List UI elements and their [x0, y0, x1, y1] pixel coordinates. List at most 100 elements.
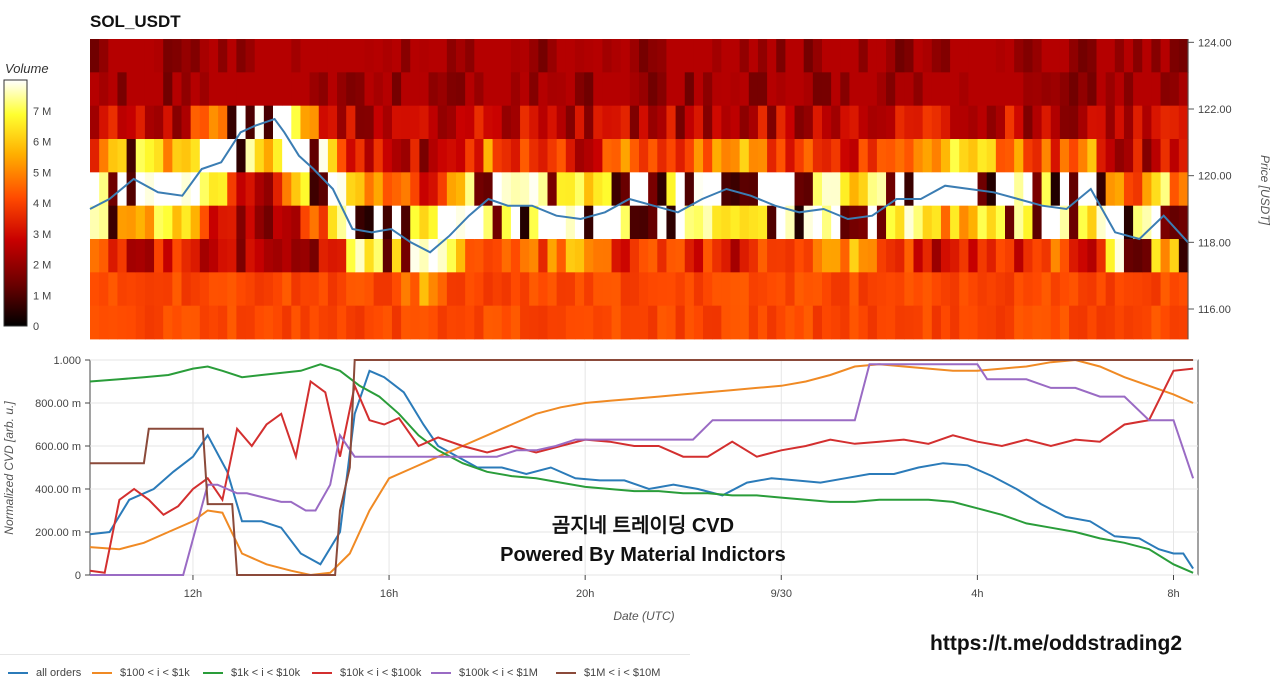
heatmap-cell — [510, 205, 521, 240]
legend-item[interactable]: $10k < i < $100k — [312, 667, 421, 679]
heatmap-cell — [1105, 139, 1116, 173]
heatmap-cell — [794, 139, 805, 173]
heatmap-cell — [730, 272, 741, 307]
heatmap-cell — [812, 239, 823, 273]
heatmap-cell — [950, 239, 960, 273]
heatmap-cell — [154, 139, 164, 173]
watermark: 곰지네 트레이딩 CVD Powered By Material Indicto… — [448, 512, 838, 570]
heatmap-cell — [986, 305, 997, 340]
heatmap-cell — [1160, 139, 1171, 173]
heatmap-cell — [931, 39, 942, 73]
heatmap-cell — [190, 305, 201, 340]
heatmap-cell — [940, 139, 951, 173]
heatmap-cell — [391, 39, 402, 73]
heatmap-cell — [135, 239, 146, 273]
legend-item[interactable]: $100k < i < $1M — [431, 667, 538, 679]
heatmap-cell — [684, 139, 695, 173]
legend-item[interactable]: all orders — [8, 667, 81, 679]
heatmap-cell — [666, 305, 677, 340]
heatmap-cell — [639, 272, 649, 307]
heatmap-cell — [492, 239, 503, 273]
heatmap-cell — [913, 105, 924, 140]
heatmap-cell — [886, 239, 896, 273]
heatmap-cell — [584, 305, 594, 340]
heatmap-cell — [154, 205, 164, 240]
heatmap-cell — [593, 39, 603, 73]
heatmap-cell — [831, 72, 841, 107]
heatmap-cell — [611, 172, 622, 207]
heatmap-cell — [968, 139, 979, 173]
heatmap-cell — [611, 239, 622, 273]
heatmap-cell — [1005, 139, 1015, 173]
heatmap-cell — [757, 39, 768, 73]
heatmap-cell — [419, 305, 430, 340]
heatmap-cell — [227, 272, 237, 307]
heatmap-cell — [373, 172, 384, 207]
heatmap-cell — [556, 39, 567, 73]
heatmap-cell — [959, 305, 969, 340]
heatmap-cell — [126, 205, 137, 240]
heatmap-cell — [373, 39, 384, 73]
heatmap-cell — [712, 39, 722, 73]
heatmap-cell — [593, 305, 603, 340]
heatmap-cell — [401, 172, 411, 207]
heatmap-cell — [931, 305, 942, 340]
heatmap-cell — [693, 72, 704, 107]
heatmap-cell — [620, 205, 631, 240]
heatmap-cell — [428, 272, 439, 307]
heatmap-cell — [959, 272, 969, 307]
heatmap-cell — [721, 305, 732, 340]
heatmap-cell — [1050, 272, 1061, 307]
heatmap-cell — [1041, 272, 1052, 307]
heatmap-cell — [767, 239, 777, 273]
heatmap-cell — [382, 172, 393, 207]
heatmap-cell — [327, 305, 338, 340]
heatmap-cell — [684, 272, 695, 307]
heatmap-cell — [977, 72, 988, 107]
telegram-link[interactable]: https://t.me/oddstrading2 — [930, 632, 1182, 655]
heatmap-cell — [1087, 305, 1098, 340]
heatmap-cell — [437, 139, 448, 173]
heatmap-cell — [666, 172, 677, 207]
cvd-y-axis-title: Normalized CVD [arb. u.] — [2, 401, 16, 535]
legend-item[interactable]: $100 < i < $1k — [92, 667, 190, 679]
heatmap-cell — [391, 272, 402, 307]
heatmap-cell — [648, 139, 658, 173]
heatmap-cell — [181, 139, 192, 173]
heatmap-cell — [803, 172, 814, 207]
heatmap-cell — [693, 272, 704, 307]
cvd-series-line — [89, 367, 1194, 574]
heatmap-cell — [639, 305, 649, 340]
heatmap-cell — [822, 139, 832, 173]
heatmap-cell — [529, 272, 539, 307]
legend-item[interactable]: $1k < i < $10k — [203, 667, 300, 679]
heatmap-cell — [620, 239, 631, 273]
heatmap-cell — [620, 305, 631, 340]
heatmap-cell — [291, 172, 302, 207]
heatmap-cell — [648, 272, 658, 307]
heatmap-cell — [1014, 205, 1024, 240]
volume-colorbar-label: Volume — [5, 61, 49, 76]
heatmap-cell — [190, 172, 201, 207]
heatmap-cell — [300, 172, 311, 207]
heatmap-cell — [236, 205, 247, 240]
heatmap-cell — [282, 72, 292, 107]
heatmap-cell — [99, 72, 109, 107]
heatmap-cell — [648, 39, 658, 73]
cvd-y-tick-label: 0 — [75, 570, 81, 582]
heatmap-cell — [538, 205, 549, 240]
heatmap-cell — [858, 139, 869, 173]
heatmap-cell — [355, 172, 366, 207]
heatmap-cell — [1133, 105, 1143, 140]
price-heatmap-chart: 116.00 118.00 120.00 122.00 124.00 Price [US… — [3, 37, 1272, 340]
heatmap-cell — [1069, 205, 1079, 240]
heatmap-cell — [208, 272, 219, 307]
cvd-y-tick-label: 1.000 — [53, 355, 81, 367]
heatmap-cell — [1014, 239, 1024, 273]
legend-item[interactable]: $1M < i < $10M — [556, 667, 660, 679]
heatmap-cell — [1142, 105, 1152, 140]
heatmap-cell — [364, 105, 375, 140]
heatmap-cell — [940, 105, 951, 140]
heatmap-cell — [849, 205, 860, 240]
heatmap-cell — [1014, 305, 1024, 340]
